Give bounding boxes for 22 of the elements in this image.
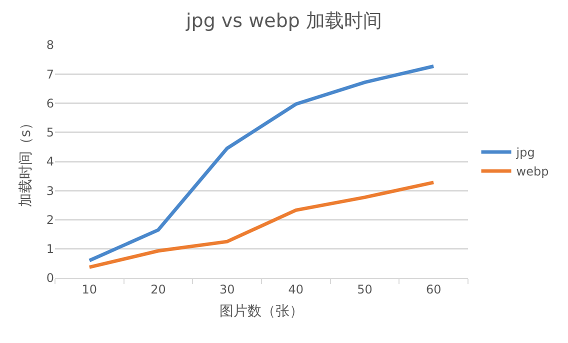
- y-tick-label: 3: [46, 184, 54, 198]
- legend-label: webp: [516, 164, 549, 179]
- line-series: [88, 180, 436, 269]
- y-tick-label: 5: [46, 126, 54, 140]
- x-tick-label: 60: [426, 282, 442, 296]
- y-tick-label: 6: [46, 96, 54, 110]
- y-tick-label: 0: [46, 271, 54, 286]
- x-tick-label: 40: [288, 282, 304, 296]
- y-tick-label: 4: [46, 154, 54, 169]
- chart-title: jpg vs webp 加载时间: [184, 10, 382, 32]
- x-axis-title: 图片数（张）: [220, 304, 304, 320]
- legend-label: jpg: [515, 146, 535, 160]
- x-tick-label: 20: [150, 282, 166, 296]
- x-tick-label: 30: [219, 282, 235, 296]
- y-tick-label: 7: [46, 67, 54, 82]
- y-tick-label: 1: [46, 242, 54, 256]
- y-axis-title: 加载时间（s）: [18, 116, 34, 208]
- y-tick-label: 2: [46, 212, 54, 227]
- line-series: [88, 64, 436, 262]
- y-tick-label: 8: [46, 38, 54, 52]
- x-tick-label: 10: [82, 282, 98, 296]
- x-tick-label: 50: [357, 282, 372, 296]
